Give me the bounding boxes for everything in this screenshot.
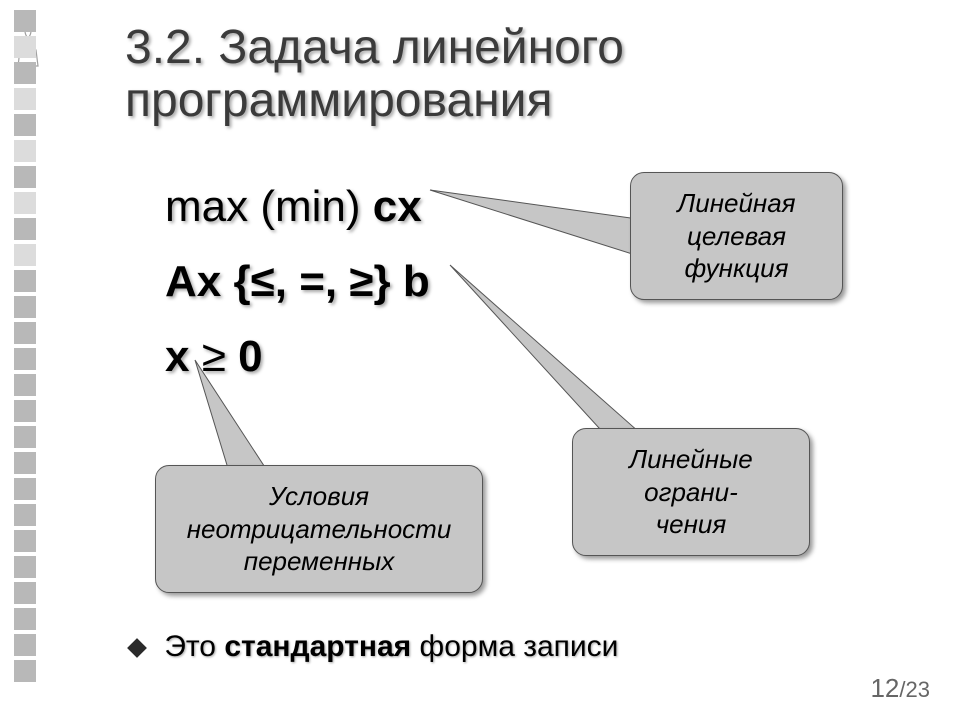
constraints-A: A	[165, 257, 197, 306]
callout-constraints-line1: Линейные	[591, 443, 791, 476]
callout-objective: Линейная целевая функция	[630, 172, 843, 300]
formula-objective: max (min) cx	[165, 170, 430, 245]
objective-x: x	[397, 182, 421, 231]
bullet-bold: стандартная	[224, 630, 411, 663]
callout-objective-line1: Линейная	[649, 187, 824, 220]
side-square	[14, 400, 36, 422]
side-square	[14, 192, 36, 214]
callout-constraints-line2: ограни-	[591, 476, 791, 509]
page-number: 12/23	[870, 673, 930, 704]
side-square	[14, 114, 36, 136]
bullet-before: Это	[164, 630, 224, 663]
side-square	[14, 322, 36, 344]
callout-nonneg-line1: Условия	[174, 480, 464, 513]
side-square	[14, 556, 36, 578]
bullet-after: форма записи	[411, 630, 618, 663]
callout-constraints-tail-icon	[450, 265, 660, 455]
callout-constraints: Линейные ограни- чения	[572, 428, 810, 556]
callout-nonneg-line2: неотрицательности	[174, 513, 464, 546]
side-square	[14, 426, 36, 448]
bullet-note: Это стандартная форма записи	[130, 630, 618, 664]
callout-nonneg: Условия неотрицательности переменных	[155, 465, 483, 593]
side-square	[14, 244, 36, 266]
callout-objective-tail-icon	[430, 180, 660, 270]
side-square	[14, 452, 36, 474]
slide-title: 3.2. Задача линейного программирования	[125, 22, 925, 128]
side-square	[14, 634, 36, 656]
callout-objective-line3: функция	[649, 252, 824, 285]
page-current: 12	[870, 673, 899, 703]
side-square	[14, 36, 36, 58]
constraints-b: b	[403, 257, 430, 306]
side-square	[14, 296, 36, 318]
constraints-x: x	[197, 257, 221, 306]
side-square	[14, 140, 36, 162]
side-square	[14, 62, 36, 84]
side-square	[14, 348, 36, 370]
side-square	[14, 166, 36, 188]
side-square	[14, 504, 36, 526]
bullet-diamond-icon	[127, 638, 147, 658]
side-decoration	[0, 10, 48, 710]
side-square	[14, 374, 36, 396]
slide: 3.2. Задача линейного программирования m…	[0, 0, 960, 720]
side-square	[14, 530, 36, 552]
side-square	[14, 478, 36, 500]
side-square	[14, 270, 36, 292]
side-square	[14, 218, 36, 240]
side-square	[14, 88, 36, 110]
formula-constraints: Ax {≤, =, ≥} b	[165, 245, 430, 320]
side-square	[14, 582, 36, 604]
constraints-relation: {≤, =, ≥}	[221, 257, 403, 306]
side-square	[14, 660, 36, 682]
callout-objective-line2: целевая	[649, 220, 824, 253]
objective-c: c	[373, 182, 397, 231]
side-square	[14, 608, 36, 630]
side-square	[14, 10, 36, 32]
callout-nonneg-line3: переменных	[174, 545, 464, 578]
objective-prefix: max (min)	[165, 182, 373, 231]
page-total: 23	[906, 677, 930, 702]
callout-constraints-line3: чения	[591, 508, 791, 541]
callout-nonneg-tail-icon	[175, 360, 295, 480]
